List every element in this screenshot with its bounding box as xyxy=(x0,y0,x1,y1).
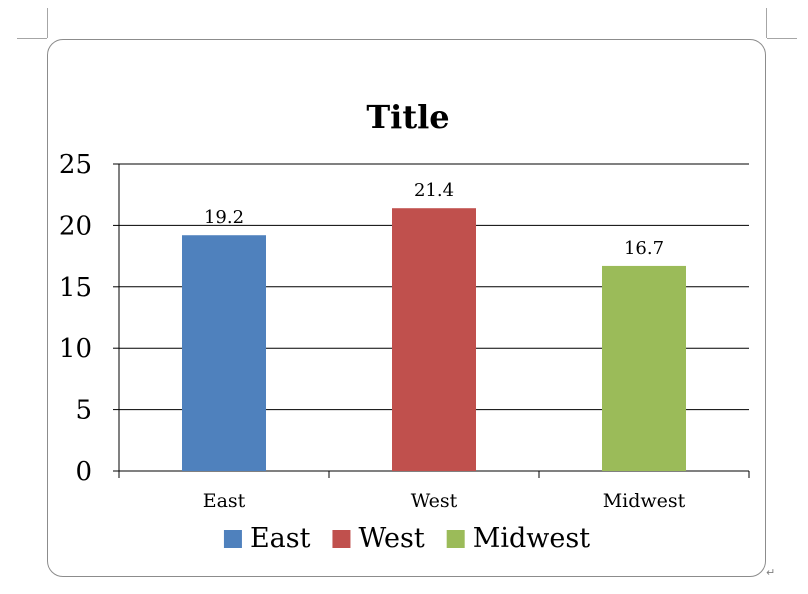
chart-frame[interactable]: Title 0 5 10 15 20 25 East West Midwest 19.2 21.4… xyxy=(47,39,766,577)
bars xyxy=(182,208,686,471)
legend-label-east: East xyxy=(250,523,311,554)
x-tick-label-midwest: Midwest xyxy=(603,490,686,512)
data-label-east: 19.2 xyxy=(204,207,244,228)
data-labels: 19.2 21.4 16.7 xyxy=(204,180,664,259)
legend-swatch-west xyxy=(332,530,351,548)
legend: East West Midwest xyxy=(223,523,591,554)
bar-west[interactable] xyxy=(392,208,476,471)
data-label-midwest: 16.7 xyxy=(624,238,664,259)
y-tick-label-25: 25 xyxy=(59,150,92,180)
crop-mark-top-left-vertical xyxy=(47,8,48,38)
data-label-west: 21.4 xyxy=(414,180,454,201)
y-tick-label-20: 20 xyxy=(59,211,92,241)
bar-chart: Title 0 5 10 15 20 25 East West Midwest 19.2 21.4… xyxy=(59,98,750,554)
crop-mark-top-right-vertical xyxy=(766,8,767,38)
chart-title: Title xyxy=(366,98,449,136)
x-tick-label-west: West xyxy=(411,490,458,512)
crop-mark-top-left-horizontal xyxy=(17,38,47,39)
y-tick-label-10: 10 xyxy=(59,334,92,364)
legend-label-midwest: Midwest xyxy=(473,523,591,554)
y-tick-label-0: 0 xyxy=(75,457,92,487)
legend-swatch-east xyxy=(223,530,242,548)
legend-label-west: West xyxy=(358,523,424,554)
bar-midwest[interactable] xyxy=(602,265,686,471)
legend-swatch-midwest xyxy=(446,530,465,548)
bar-east[interactable] xyxy=(182,235,266,471)
crop-mark-top-right-horizontal xyxy=(767,38,797,39)
paragraph-mark: ↵ xyxy=(766,566,776,579)
y-tick-label-15: 15 xyxy=(59,273,92,303)
y-tick-label-5: 5 xyxy=(75,396,92,426)
x-tick-label-east: East xyxy=(203,490,246,512)
